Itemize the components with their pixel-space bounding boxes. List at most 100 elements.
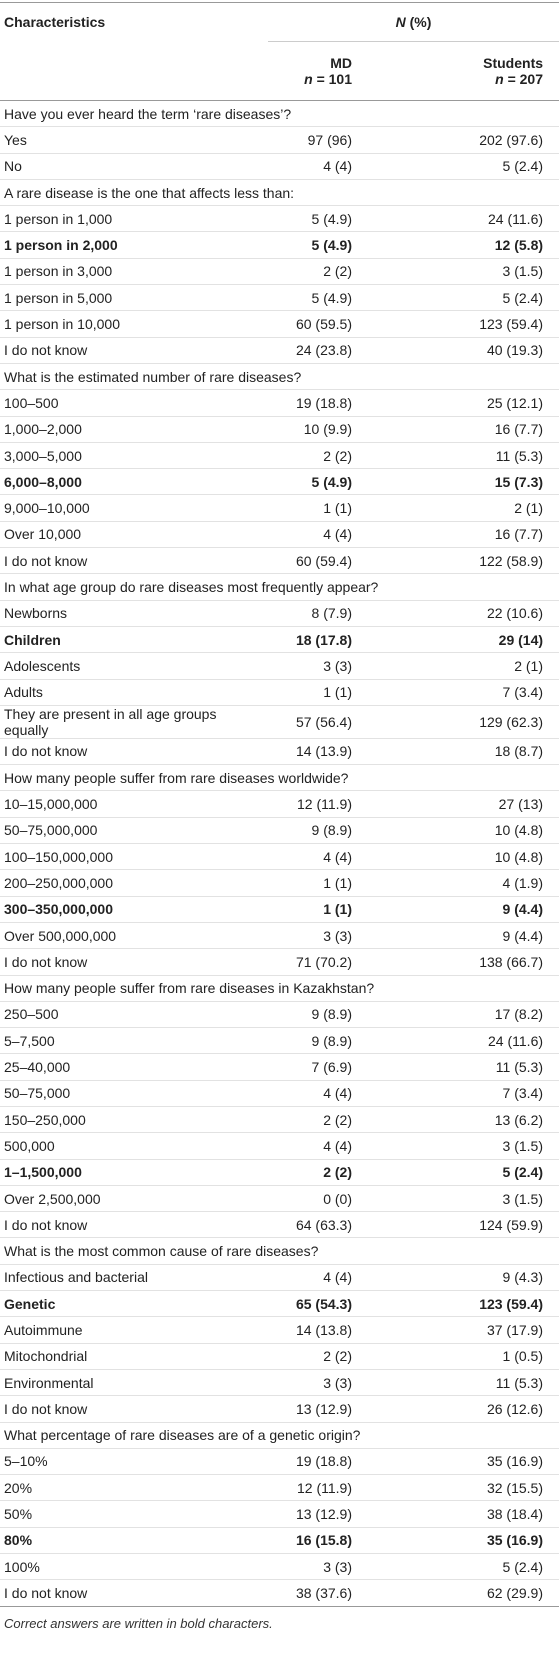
question-row: What is the most common cause of rare di… bbox=[0, 1238, 559, 1265]
students-value: 25 (12.1) bbox=[486, 394, 544, 411]
students-value: 3 (1.5) bbox=[502, 1137, 544, 1154]
answer-label: Yes bbox=[4, 131, 27, 148]
md-value: 4 (4) bbox=[323, 526, 352, 543]
answer-row: 100–500 19 (18.8) 25 (12.1) bbox=[0, 390, 559, 417]
answer-row: 9,000–10,000 1 (1) 2 (1) bbox=[0, 495, 559, 522]
answer-label: 100% bbox=[4, 1558, 40, 1575]
md-value: 97 (96) bbox=[307, 131, 352, 148]
column-label: Students bbox=[483, 55, 544, 71]
students-value: 4 (1.9) bbox=[502, 874, 544, 891]
students-value: 17 (8.2) bbox=[494, 1006, 544, 1023]
students-value: 10 (4.8) bbox=[494, 822, 544, 839]
students-value: 13 (6.2) bbox=[494, 1111, 544, 1128]
answer-label: They are present in all age groups equal… bbox=[4, 705, 217, 738]
students-value: 11 (5.3) bbox=[495, 447, 544, 464]
answer-label: 3,000–5,000 bbox=[4, 447, 82, 464]
students-value: 11 (5.3) bbox=[495, 1374, 544, 1391]
students-value: 37 (17.9) bbox=[486, 1322, 544, 1338]
answer-row: I do not know 64 (63.3) 124 (59.9) bbox=[0, 1212, 559, 1238]
group-n: N bbox=[395, 14, 406, 30]
answer-label: 10–15,000,000 bbox=[4, 796, 98, 813]
footnote: Correct answers are written in bold char… bbox=[4, 1615, 273, 1631]
md-value: 24 (23.8) bbox=[295, 342, 352, 359]
answer-label: 6,000–8,000 bbox=[4, 473, 82, 490]
md-value: 64 (63.3) bbox=[295, 1216, 352, 1233]
md-value: 12 (11.9) bbox=[297, 796, 352, 813]
md-value: 9 (8.9) bbox=[311, 1032, 352, 1049]
question: What is the estimated number of rare dis… bbox=[4, 368, 302, 385]
students-value: 5 (2.4) bbox=[502, 158, 544, 175]
answer-label: I do not know bbox=[4, 743, 88, 760]
students-value: 27 (13) bbox=[498, 796, 544, 813]
answer-row: They are present in all age groups equal… bbox=[0, 705, 559, 739]
answer-row: 50% 13 (12.9) 38 (18.4) bbox=[0, 1501, 559, 1528]
answer-label: Over 2,500,000 bbox=[4, 1190, 101, 1207]
answer-row: 6,000–8,000 5 (4.9) 15 (7.3) bbox=[0, 469, 559, 495]
md-value: 9 (8.9) bbox=[311, 1006, 352, 1023]
md-value: 14 (13.8) bbox=[295, 1322, 352, 1338]
answer-label: 50–75,000 bbox=[4, 1085, 71, 1102]
answer-row: 100–150,000,000 4 (4) 10 (4.8) bbox=[0, 844, 559, 870]
answer-row: I do not know 38 (37.6) 62 (29.9) bbox=[0, 1580, 559, 1607]
answer-label: 250–500 bbox=[4, 1006, 59, 1023]
answer-row: 5–10% 19 (18.8) 35 (16.9) bbox=[0, 1448, 559, 1475]
students-value: 16 (7.7) bbox=[494, 526, 544, 543]
answer-row: 100% 3 (3) 5 (2.4) bbox=[0, 1554, 559, 1580]
question-row: A rare disease is the one that affects l… bbox=[0, 179, 559, 206]
answer-row: Over 2,500,000 0 (0) 3 (1.5) bbox=[0, 1185, 559, 1212]
students-value: 3 (1.5) bbox=[502, 263, 544, 280]
answer-row: 3,000–5,000 2 (2) 11 (5.3) bbox=[0, 442, 559, 469]
md-value: 7 (6.9) bbox=[311, 1059, 352, 1076]
answer-row: 500,000 4 (4) 3 (1.5) bbox=[0, 1133, 559, 1160]
md-value: 2 (2) bbox=[323, 263, 352, 280]
md-value: 2 (2) bbox=[323, 1111, 352, 1128]
table-body: Have you ever heard the term ‘rare disea… bbox=[0, 101, 559, 1607]
answer-label: Mitochondrial bbox=[4, 1348, 88, 1365]
md-value: 2 (2) bbox=[323, 1348, 352, 1365]
answer-row: I do not know 60 (59.4) 122 (58.9) bbox=[0, 548, 559, 574]
md-value: 18 (17.8) bbox=[295, 631, 352, 648]
answer-row: 1 person in 3,000 2 (2) 3 (1.5) bbox=[0, 258, 559, 285]
students-value: 38 (18.4) bbox=[486, 1506, 544, 1523]
students-value: 202 (97.6) bbox=[479, 131, 544, 148]
answer-label: 1 person in 2,000 bbox=[4, 237, 118, 254]
students-value: 5 (2.4) bbox=[502, 1164, 544, 1181]
question: What percentage of rare diseases are of … bbox=[4, 1427, 361, 1444]
students-value: 123 (59.4) bbox=[479, 316, 544, 333]
students-value: 62 (29.9) bbox=[486, 1584, 544, 1601]
students-value: 5 (2.4) bbox=[502, 1558, 544, 1575]
answer-row: Adults 1 (1) 7 (3.4) bbox=[0, 679, 559, 706]
md-value: 4 (4) bbox=[323, 848, 352, 865]
answer-row: 1–1,500,000 2 (2) 5 (2.4) bbox=[0, 1159, 559, 1186]
answer-row: 1 person in 2,000 5 (4.9) 12 (5.8) bbox=[0, 232, 559, 259]
students-value: 2 (1) bbox=[514, 657, 544, 674]
students-value: 22 (10.6) bbox=[486, 605, 544, 622]
answer-label: 20% bbox=[4, 1479, 33, 1496]
answer-label: 1–1,500,000 bbox=[4, 1164, 82, 1181]
answer-label: Infectious and bacterial bbox=[4, 1269, 148, 1286]
md-value: 19 (18.8) bbox=[295, 1453, 352, 1470]
answer-label: I do not know bbox=[4, 1216, 88, 1233]
answer-row: Autoimmune 14 (13.8) 37 (17.9) bbox=[0, 1317, 559, 1344]
md-value: 3 (3) bbox=[323, 1558, 352, 1575]
n-symbol: n bbox=[495, 71, 504, 87]
answer-label: I do not know bbox=[4, 1584, 88, 1601]
md-value: 1 (1) bbox=[323, 500, 352, 517]
results-table: Characteristics N (%) MD n = 101 Students… bbox=[0, 2, 559, 1607]
md-value: 60 (59.4) bbox=[295, 552, 352, 569]
question-row: Have you ever heard the term ‘rare disea… bbox=[0, 101, 559, 127]
question: Have you ever heard the term ‘rare disea… bbox=[4, 105, 292, 122]
students-value: 2 (1) bbox=[514, 500, 544, 517]
md-value: 1 (1) bbox=[323, 684, 352, 701]
question-row: How many people suffer from rare disease… bbox=[0, 765, 559, 791]
answer-row: 300–350,000,000 1 (1) 9 (4.4) bbox=[0, 896, 559, 923]
md-value: 2 (2) bbox=[323, 447, 352, 464]
answer-label: 5–7,500 bbox=[4, 1032, 55, 1049]
answer-label: I do not know bbox=[4, 342, 88, 359]
answer-label: 5–10% bbox=[4, 1453, 48, 1470]
group-header: N (%) bbox=[268, 2, 559, 42]
md-value: 5 (4.9) bbox=[311, 210, 352, 227]
answer-label: 1 person in 10,000 bbox=[4, 316, 120, 333]
question: A rare disease is the one that affects l… bbox=[4, 184, 295, 201]
n-symbol: n bbox=[304, 71, 313, 87]
